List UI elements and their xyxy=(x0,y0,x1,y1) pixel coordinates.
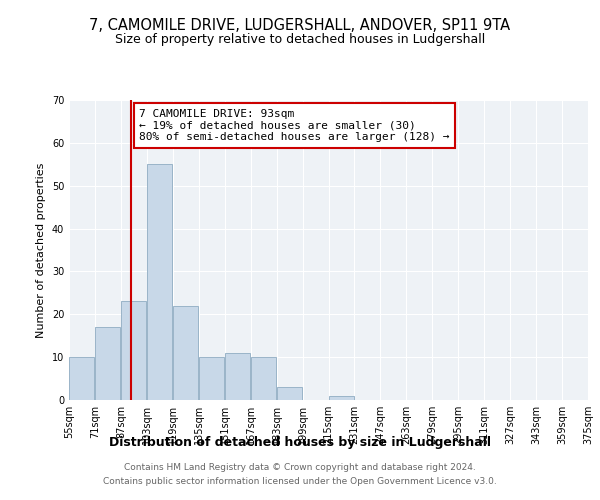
Bar xyxy=(173,306,198,400)
Bar xyxy=(148,164,172,400)
Text: 7, CAMOMILE DRIVE, LUDGERSHALL, ANDOVER, SP11 9TA: 7, CAMOMILE DRIVE, LUDGERSHALL, ANDOVER,… xyxy=(89,18,511,32)
Bar xyxy=(199,357,224,400)
Bar xyxy=(277,387,302,400)
Text: Size of property relative to detached houses in Ludgershall: Size of property relative to detached ho… xyxy=(115,32,485,46)
Y-axis label: Number of detached properties: Number of detached properties xyxy=(36,162,46,338)
Bar xyxy=(225,353,250,400)
Bar xyxy=(70,357,94,400)
Bar xyxy=(251,357,276,400)
Bar xyxy=(95,327,121,400)
Bar xyxy=(329,396,354,400)
Text: Contains HM Land Registry data © Crown copyright and database right 2024.: Contains HM Land Registry data © Crown c… xyxy=(124,464,476,472)
Text: Contains public sector information licensed under the Open Government Licence v3: Contains public sector information licen… xyxy=(103,477,497,486)
Bar xyxy=(121,302,146,400)
Text: 7 CAMOMILE DRIVE: 93sqm
← 19% of detached houses are smaller (30)
80% of semi-de: 7 CAMOMILE DRIVE: 93sqm ← 19% of detache… xyxy=(139,109,449,142)
Text: Distribution of detached houses by size in Ludgershall: Distribution of detached houses by size … xyxy=(109,436,491,449)
